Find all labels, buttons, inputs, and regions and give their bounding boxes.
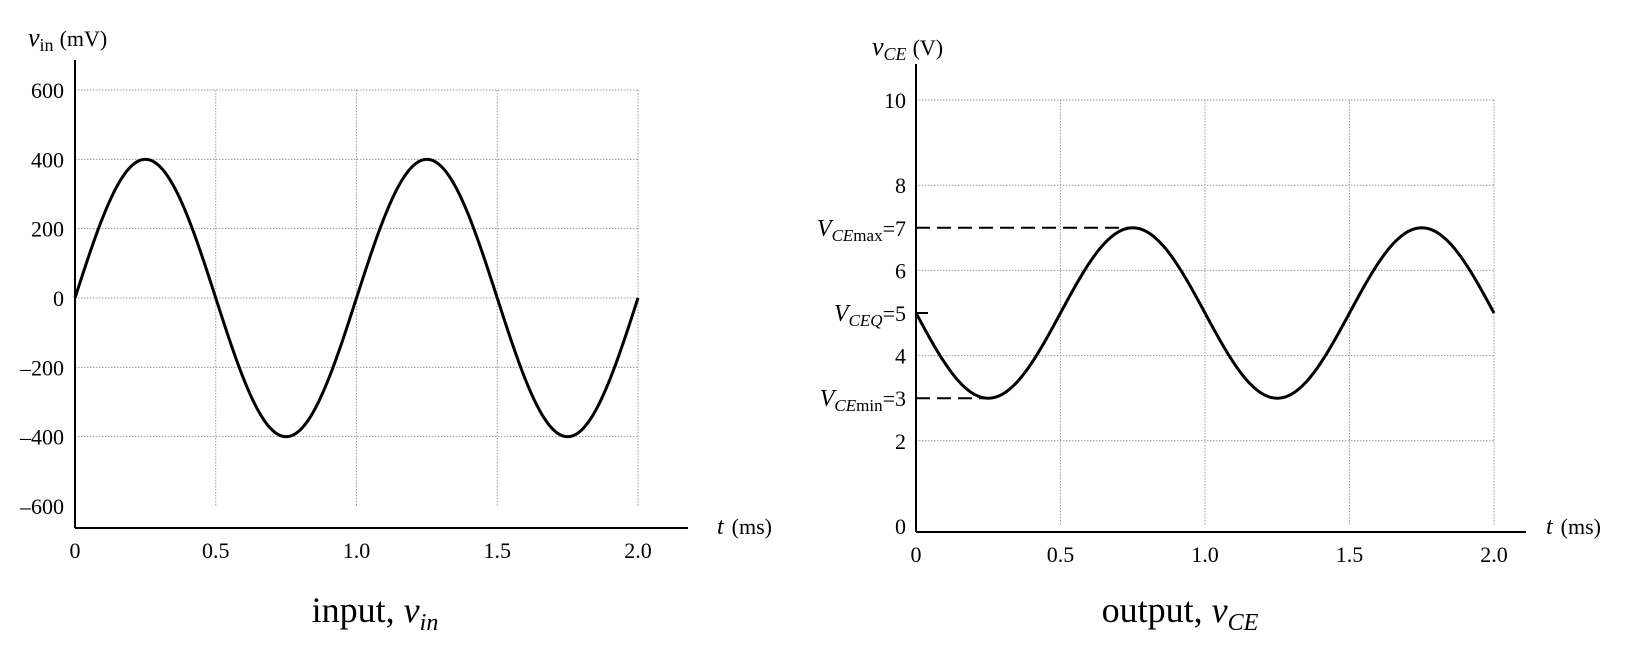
input-caption: input, vin bbox=[312, 590, 439, 636]
input-y-tick-label: 400 bbox=[31, 147, 64, 172]
output-y-tick-label: 4 bbox=[895, 344, 906, 369]
input-y-tick-label: –400 bbox=[19, 425, 64, 450]
output-annotation-label-2: VCEmin=3 bbox=[820, 386, 906, 415]
input-x-tick-label: 1.5 bbox=[484, 538, 512, 563]
input-tick-labels: 0 0.5 1.0 1.5 2.0 –600 –400 –200 0 200 400 600 bbox=[19, 78, 652, 563]
output-x-tick-label: 1.5 bbox=[1336, 542, 1364, 567]
input-y-axis-label: vin (mV) bbox=[28, 23, 107, 55]
input-y-tick-label: 600 bbox=[31, 78, 64, 103]
input-chart: 0 0.5 1.0 1.5 2.0 –600 –400 –200 0 200 400 600 vin(… bbox=[19, 23, 772, 636]
input-y-tick-label: 200 bbox=[31, 217, 64, 242]
output-x-tick-label: 1.0 bbox=[1191, 542, 1219, 567]
input-series-line bbox=[73, 157, 640, 439]
input-y-tick-label: 0 bbox=[53, 286, 64, 311]
output-axes bbox=[915, 64, 1526, 533]
output-x-tick-label: 2.0 bbox=[1480, 542, 1508, 567]
input-x-tick-label: 2.0 bbox=[624, 538, 652, 563]
output-caption: output, vCE bbox=[1102, 590, 1259, 636]
output-annotations: VCEmax=7 VCEQ=5 VCEmin=3 bbox=[817, 216, 1133, 415]
input-y-tick-label: –600 bbox=[19, 494, 64, 519]
output-y-axis-label: vCE (V) bbox=[872, 32, 943, 64]
input-x-tick-label: 0.5 bbox=[202, 538, 230, 563]
input-x-axis-label: t (ms) bbox=[717, 514, 772, 540]
output-series-line bbox=[914, 226, 1496, 400]
output-y-tick-label: 8 bbox=[895, 173, 906, 198]
output-annotation-label-1: VCEQ=5 bbox=[834, 301, 906, 330]
input-axes bbox=[74, 60, 688, 529]
output-y-tick-label: 6 bbox=[895, 258, 906, 283]
output-chart: 0 0.5 1.0 1.5 2.0 0 2 4 6 8 10 VCEmax=7 VCEQ=5 VCEmi… bbox=[817, 32, 1601, 636]
output-x-tick-label: 0 bbox=[911, 542, 922, 567]
input-x-tick-label: 1.0 bbox=[343, 538, 371, 563]
output-annotation-label-0: VCEmax=7 bbox=[817, 216, 906, 245]
output-tick-labels: 0 0.5 1.0 1.5 2.0 0 2 4 6 8 10 bbox=[884, 88, 1508, 567]
input-y-tick-label: –200 bbox=[19, 355, 64, 380]
output-y-tick-label: 10 bbox=[884, 88, 906, 113]
output-x-tick-label: 0.5 bbox=[1047, 542, 1075, 567]
output-y-tick-label: 2 bbox=[895, 429, 906, 454]
input-x-tick-label: 0 bbox=[70, 538, 81, 563]
output-y-tick-label: 0 bbox=[895, 514, 906, 539]
output-x-axis-label: t (ms) bbox=[1546, 514, 1601, 540]
